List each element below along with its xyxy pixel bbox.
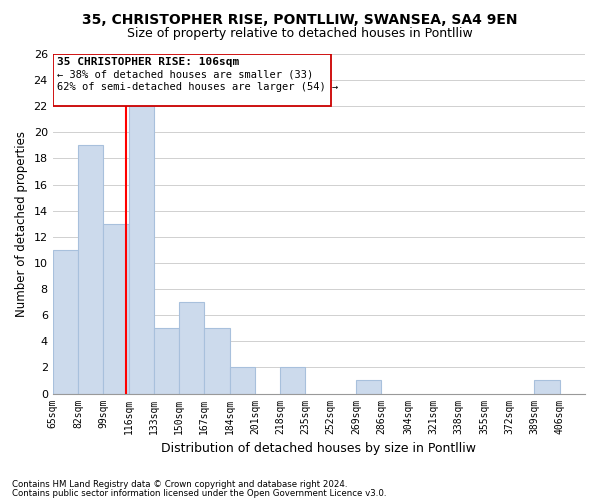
X-axis label: Distribution of detached houses by size in Pontlliw: Distribution of detached houses by size …: [161, 442, 476, 455]
Y-axis label: Number of detached properties: Number of detached properties: [15, 131, 28, 317]
Text: 35 CHRISTOPHER RISE: 106sqm: 35 CHRISTOPHER RISE: 106sqm: [57, 58, 239, 68]
Text: 35, CHRISTOPHER RISE, PONTLLIW, SWANSEA, SA4 9EN: 35, CHRISTOPHER RISE, PONTLLIW, SWANSEA,…: [82, 12, 518, 26]
Bar: [205, 328, 230, 394]
Text: ← 38% of detached houses are smaller (33): ← 38% of detached houses are smaller (33…: [57, 70, 313, 80]
Text: Size of property relative to detached houses in Pontlliw: Size of property relative to detached ho…: [127, 28, 473, 40]
Text: Contains public sector information licensed under the Open Government Licence v3: Contains public sector information licen…: [12, 488, 386, 498]
Bar: [154, 328, 179, 394]
Bar: [53, 250, 78, 394]
Bar: [356, 380, 381, 394]
Bar: [179, 302, 205, 394]
Text: 62% of semi-detached houses are larger (54) →: 62% of semi-detached houses are larger (…: [57, 82, 338, 92]
Bar: [280, 368, 305, 394]
Bar: [535, 380, 560, 394]
Bar: [103, 224, 128, 394]
Bar: [53, 54, 331, 106]
Bar: [78, 146, 103, 394]
Bar: [230, 368, 255, 394]
Text: Contains HM Land Registry data © Crown copyright and database right 2024.: Contains HM Land Registry data © Crown c…: [12, 480, 347, 489]
Bar: [128, 106, 154, 394]
